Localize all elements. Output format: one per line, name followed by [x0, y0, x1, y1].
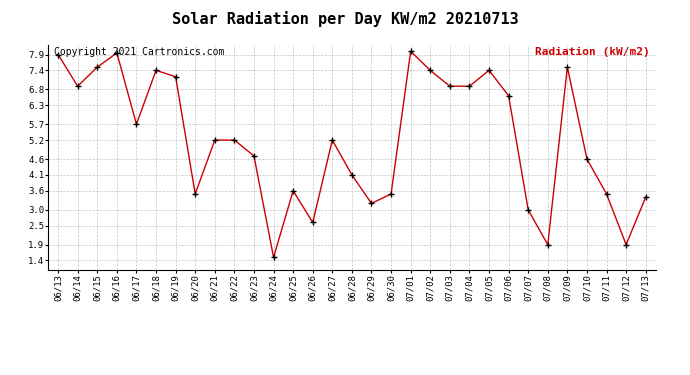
- Text: Radiation (kW/m2): Radiation (kW/m2): [535, 47, 649, 57]
- Text: Solar Radiation per Day KW/m2 20210713: Solar Radiation per Day KW/m2 20210713: [172, 11, 518, 27]
- Text: Copyright 2021 Cartronics.com: Copyright 2021 Cartronics.com: [55, 47, 225, 57]
